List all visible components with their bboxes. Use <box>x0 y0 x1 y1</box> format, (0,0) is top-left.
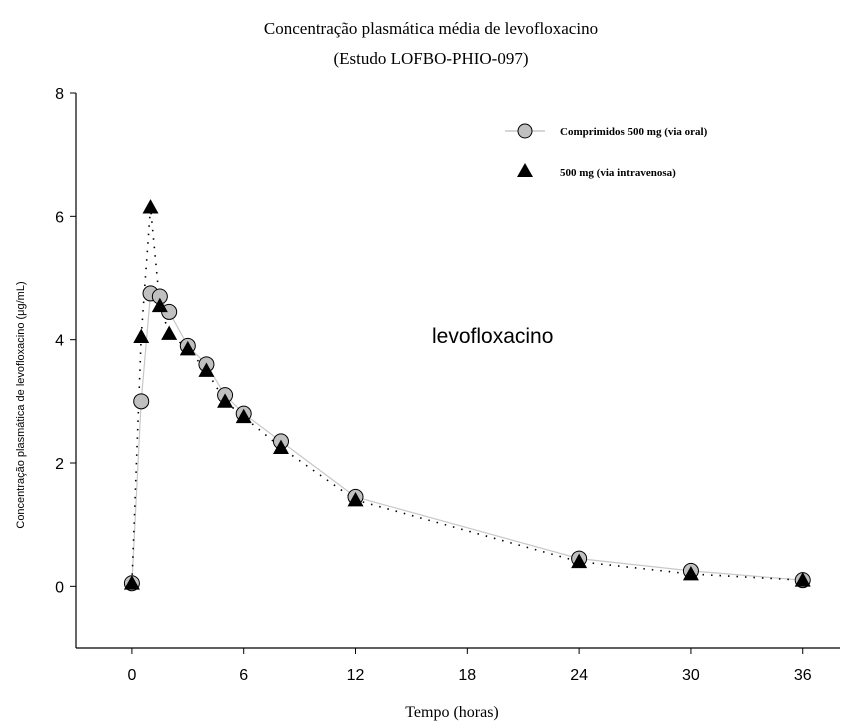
x-tick-label: 30 <box>682 667 700 684</box>
triangle-marker-1 <box>133 328 150 343</box>
triangle-marker-1 <box>571 553 588 569</box>
y-axis-ticks: 0 2 4 6 8 <box>55 86 76 596</box>
triangle-marker-1 <box>161 325 178 340</box>
legend-label-oral: Comprimidos 500 mg (via oral) <box>560 126 708 138</box>
triangle-marker-1 <box>682 566 699 581</box>
legend-item-iv: 500 mg (via intravenosa) <box>517 163 676 179</box>
legend-triangle-marker <box>517 163 533 177</box>
x-tick-label: 12 <box>347 667 365 684</box>
y-tick-label: 2 <box>55 456 64 473</box>
y-tick-label: 4 <box>55 333 64 350</box>
series-layer <box>123 199 811 592</box>
triangle-marker-1 <box>123 575 140 590</box>
x-tick-label: 24 <box>570 667 588 684</box>
triangle-marker-1 <box>217 393 234 408</box>
x-tick-label: 18 <box>458 667 476 684</box>
y-axis-title: Concentração plasmática de levofloxacino… <box>15 281 27 528</box>
y-tick-label: 8 <box>55 86 64 103</box>
x-tick-label: 36 <box>794 667 812 684</box>
triangle-marker-1 <box>347 492 364 507</box>
triangle-marker-1 <box>794 572 811 587</box>
chart-title: Concentração plasmática média de levoflo… <box>264 19 598 38</box>
legend-circle-marker <box>517 123 533 139</box>
triangle-marker-1 <box>179 340 196 356</box>
legend: Comprimidos 500 mg (via oral) 500 mg (vi… <box>505 123 708 179</box>
axes <box>75 93 840 649</box>
y-tick-label: 6 <box>55 209 64 226</box>
levofloxacino-annotation: levofloxacino <box>432 325 553 348</box>
x-tick-label: 0 <box>127 667 136 684</box>
triangle-marker-1 <box>198 362 215 377</box>
x-tick-label: 6 <box>239 667 248 684</box>
triangle-marker-1 <box>151 297 168 313</box>
x-axis-ticks: 0 6 12 18 24 30 36 <box>127 648 812 684</box>
x-axis-title: Tempo (horas) <box>405 704 499 721</box>
chart-subtitle: (Estudo LOFBO-PHIO-097) <box>333 49 528 68</box>
legend-label-iv: 500 mg (via intravenosa) <box>560 167 676 179</box>
triangle-marker-1 <box>235 408 252 424</box>
triangle-marker-1 <box>142 199 159 214</box>
triangle-marker-1 <box>272 439 289 454</box>
circle-marker-0 <box>133 393 150 410</box>
legend-item-oral: Comprimidos 500 mg (via oral) <box>505 123 708 139</box>
y-tick-label: 0 <box>55 579 64 596</box>
